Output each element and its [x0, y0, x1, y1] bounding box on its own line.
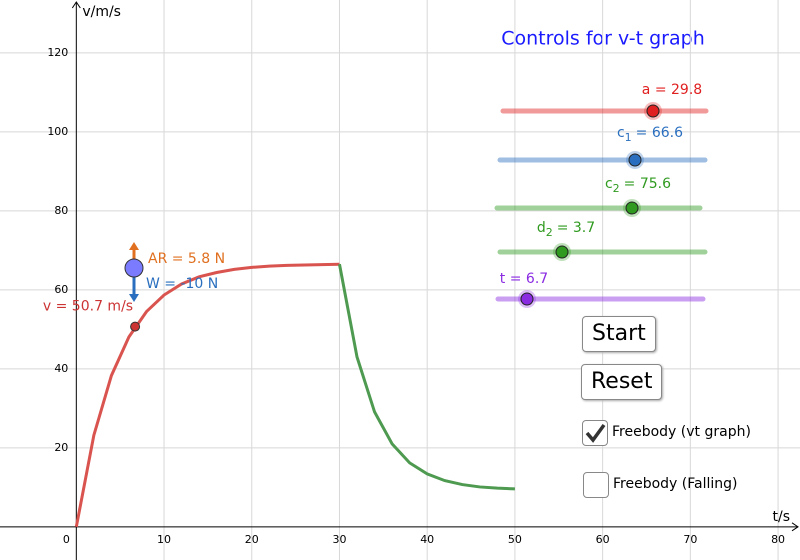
ar-label: AR = 5.8 N [148, 251, 225, 267]
y-arrow [71, 1, 81, 9]
label-part: c [617, 125, 625, 141]
label-part: 2 [613, 182, 620, 195]
x-tick-label: 60 [596, 533, 610, 546]
x-tick-label: 40 [420, 533, 434, 546]
slider-knob[interactable] [625, 201, 639, 215]
w-label: W = -10 N [146, 276, 218, 292]
checkbox[interactable] [582, 420, 608, 446]
x-tick-label: 80 [771, 533, 785, 546]
y-tick-label: 80 [54, 204, 68, 217]
x-tick-label: 20 [245, 533, 259, 546]
slider-knob[interactable] [555, 245, 569, 259]
velocity-point [130, 321, 141, 332]
w-head [129, 294, 139, 302]
curve [338, 263, 515, 491]
y-tick-label: 60 [54, 283, 68, 296]
y-tick-label: 20 [54, 441, 68, 454]
label-part: d [537, 220, 546, 236]
curve [74, 262, 340, 528]
x-axis-label: t/s [773, 509, 791, 525]
x-arrow [791, 522, 799, 532]
checkbox-label: Freebody (vt graph) [612, 424, 751, 440]
x-tick-label: 30 [332, 533, 346, 546]
ar-head [129, 242, 139, 250]
label-part: = 66.6 [636, 125, 683, 141]
x-tick-label: 70 [683, 533, 697, 546]
slider-knob[interactable] [628, 153, 642, 167]
slider-label: c2 = 75.6 [605, 176, 671, 195]
x-tick-label: 0 [63, 533, 70, 546]
velocity-label: v = 50.7 m/s [43, 299, 133, 315]
body [124, 258, 144, 278]
y-axis-label: v/m/s [82, 4, 121, 20]
label-part: c [605, 176, 613, 192]
slider-label: c1 = 66.6 [617, 125, 683, 144]
label-part: 1 [625, 131, 632, 144]
checkbox[interactable] [583, 472, 609, 498]
label-part: = 75.6 [624, 176, 671, 192]
button[interactable]: Reset [581, 364, 663, 400]
y-tick-label: 120 [47, 46, 68, 59]
x-tick-label: 50 [508, 533, 522, 546]
y-tick-label: 40 [54, 362, 68, 375]
slider-label: a = 29.8 [642, 82, 702, 98]
y-tick-label: 100 [47, 125, 68, 138]
label-part: = 3.7 [557, 220, 595, 236]
button[interactable]: Start [582, 316, 656, 352]
slider-label: t = 6.7 [500, 271, 548, 287]
slider-label: d2 = 3.7 [537, 220, 595, 239]
checkbox-label: Freebody (Falling) [613, 476, 738, 492]
slider-knob[interactable] [646, 104, 660, 118]
x-tick-label: 10 [157, 533, 171, 546]
check-mark [585, 423, 606, 443]
label-part: 2 [546, 226, 553, 239]
slider-knob[interactable] [520, 292, 534, 306]
